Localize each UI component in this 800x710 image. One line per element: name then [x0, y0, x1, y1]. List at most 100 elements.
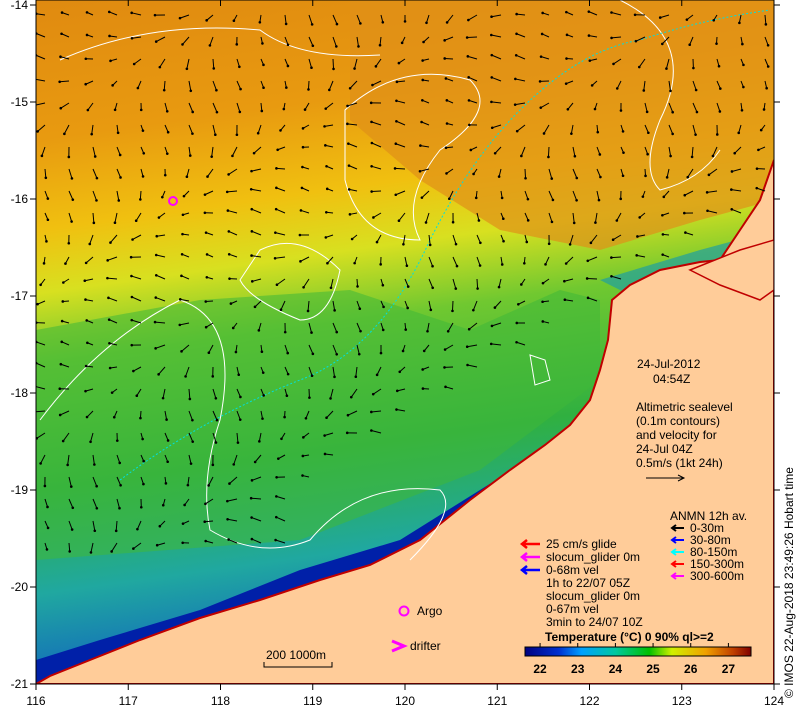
- velocity-arrow: [547, 146, 550, 157]
- velocity-arrowhead: [42, 262, 46, 265]
- velocity-arrow: [232, 146, 238, 157]
- velocity-arrowhead: [114, 529, 118, 533]
- velocity-arrowhead: [733, 151, 737, 155]
- velocity-arrow: [565, 256, 574, 264]
- velocity-arrow: [212, 432, 217, 443]
- velocity-arrow: [379, 36, 382, 46]
- velocity-arrowhead: [185, 175, 189, 179]
- velocity-arrow: [644, 124, 649, 133]
- velocity-arrowhead: [115, 439, 119, 442]
- velocity-arrowhead: [686, 175, 690, 179]
- velocity-arrowhead: [85, 11, 89, 14]
- velocity-arrow: [133, 542, 142, 549]
- velocity-arrowhead: [563, 298, 567, 302]
- velocity-arrow: [494, 300, 502, 308]
- velocity-arrow: [208, 476, 214, 486]
- velocity-arrowhead: [444, 385, 447, 389]
- velocity-arrow: [227, 518, 238, 522]
- velocity-arrow: [68, 168, 73, 179]
- velocity-arrow: [61, 33, 70, 38]
- velocity-arrowhead: [178, 323, 182, 327]
- velocity-arrowhead: [165, 109, 169, 113]
- velocity-arrowhead: [490, 15, 493, 19]
- velocity-arrowhead: [610, 36, 613, 40]
- velocity-arrowhead: [139, 198, 142, 201]
- velocity-arrow: [180, 298, 190, 302]
- velocity-arrowhead: [550, 177, 554, 180]
- velocity-arrowhead: [730, 188, 733, 191]
- velocity-arrowhead: [447, 197, 451, 201]
- velocity-arrowhead: [493, 151, 497, 155]
- velocity-arrowhead: [451, 309, 454, 313]
- velocity-arrow: [87, 102, 94, 111]
- velocity-arrowhead: [325, 187, 329, 191]
- velocity-arrowhead: [142, 482, 145, 486]
- velocity-arrowhead: [130, 11, 133, 15]
- velocity-arrow: [524, 212, 529, 221]
- velocity-arrow: [402, 234, 406, 245]
- velocity-arrowhead: [203, 520, 207, 524]
- velocity-arrowhead: [755, 167, 759, 170]
- velocity-arrowhead: [635, 254, 638, 257]
- velocity-arrow: [164, 410, 168, 420]
- velocity-arrow: [516, 341, 526, 346]
- velocity-arrowhead: [158, 65, 162, 69]
- velocity-arrowhead: [235, 43, 239, 46]
- velocity-arrow: [373, 212, 382, 218]
- velocity-arrowhead: [204, 539, 207, 543]
- velocity-arrowhead: [205, 275, 209, 279]
- argo-float-marker[interactable]: [168, 196, 178, 206]
- velocity-arrow: [89, 234, 94, 245]
- velocity-arrow: [303, 278, 310, 288]
- velocity-arrowhead: [191, 440, 195, 443]
- velocity-arrowhead: [130, 343, 134, 347]
- velocity-arrow: [68, 542, 71, 552]
- glider-arrow-icon: [519, 552, 540, 562]
- velocity-arrowhead: [742, 85, 745, 89]
- velocity-arrowhead: [597, 198, 601, 202]
- y-tick-label: -20: [11, 580, 29, 594]
- velocity-arrowhead: [612, 62, 615, 66]
- velocity-arrow: [36, 13, 46, 16]
- velocity-arrowhead: [107, 10, 111, 14]
- velocity-arrowhead: [346, 122, 349, 126]
- velocity-arrowhead: [189, 89, 193, 93]
- velocity-arrow: [468, 99, 478, 104]
- velocity-arrowhead: [551, 198, 555, 202]
- velocity-arrow: [212, 124, 216, 135]
- velocity-arrowhead: [335, 45, 338, 48]
- colorbar-title: Temperature (°C) 0 90% ql>=2: [545, 630, 714, 644]
- x-axis: 116 117 118 119 120 121 122 123 124: [26, 0, 784, 708]
- velocity-arrow: [611, 36, 622, 39]
- velocity-arrowhead: [215, 110, 219, 114]
- velocity-arrowhead: [497, 175, 501, 178]
- velocity-arrowhead: [262, 86, 265, 90]
- alt-line-2: and velocity for: [636, 428, 717, 442]
- velocity-arrowhead: [357, 352, 361, 356]
- velocity-arrow: [164, 124, 169, 133]
- velocity-arrow: [611, 275, 622, 280]
- velocity-arrowhead: [381, 20, 385, 24]
- velocity-arrowhead: [276, 148, 279, 152]
- velocity-arrowhead: [250, 207, 254, 211]
- velocity-arrow: [186, 58, 190, 69]
- velocity-arrowhead: [444, 77, 448, 80]
- velocity-arrowhead: [642, 89, 646, 92]
- velocity-arrowhead: [181, 522, 185, 525]
- velocity-arrowhead: [60, 32, 63, 36]
- velocity-arrowhead: [132, 62, 136, 66]
- velocity-arrowhead: [131, 238, 134, 241]
- velocity-arrowhead: [132, 369, 135, 373]
- velocity-arrowhead: [275, 283, 279, 287]
- velocity-arrowhead: [715, 133, 719, 136]
- velocity-arrowhead: [610, 11, 613, 14]
- velocity-arrow: [36, 341, 46, 346]
- velocity-arrow: [354, 58, 358, 69]
- velocity-arrow: [284, 36, 289, 45]
- velocity-arrow: [451, 300, 454, 311]
- velocity-arrow: [613, 58, 622, 65]
- velocity-arrow: [40, 454, 46, 464]
- velocity-arrow: [84, 278, 94, 282]
- velocity-arrowhead: [740, 108, 744, 112]
